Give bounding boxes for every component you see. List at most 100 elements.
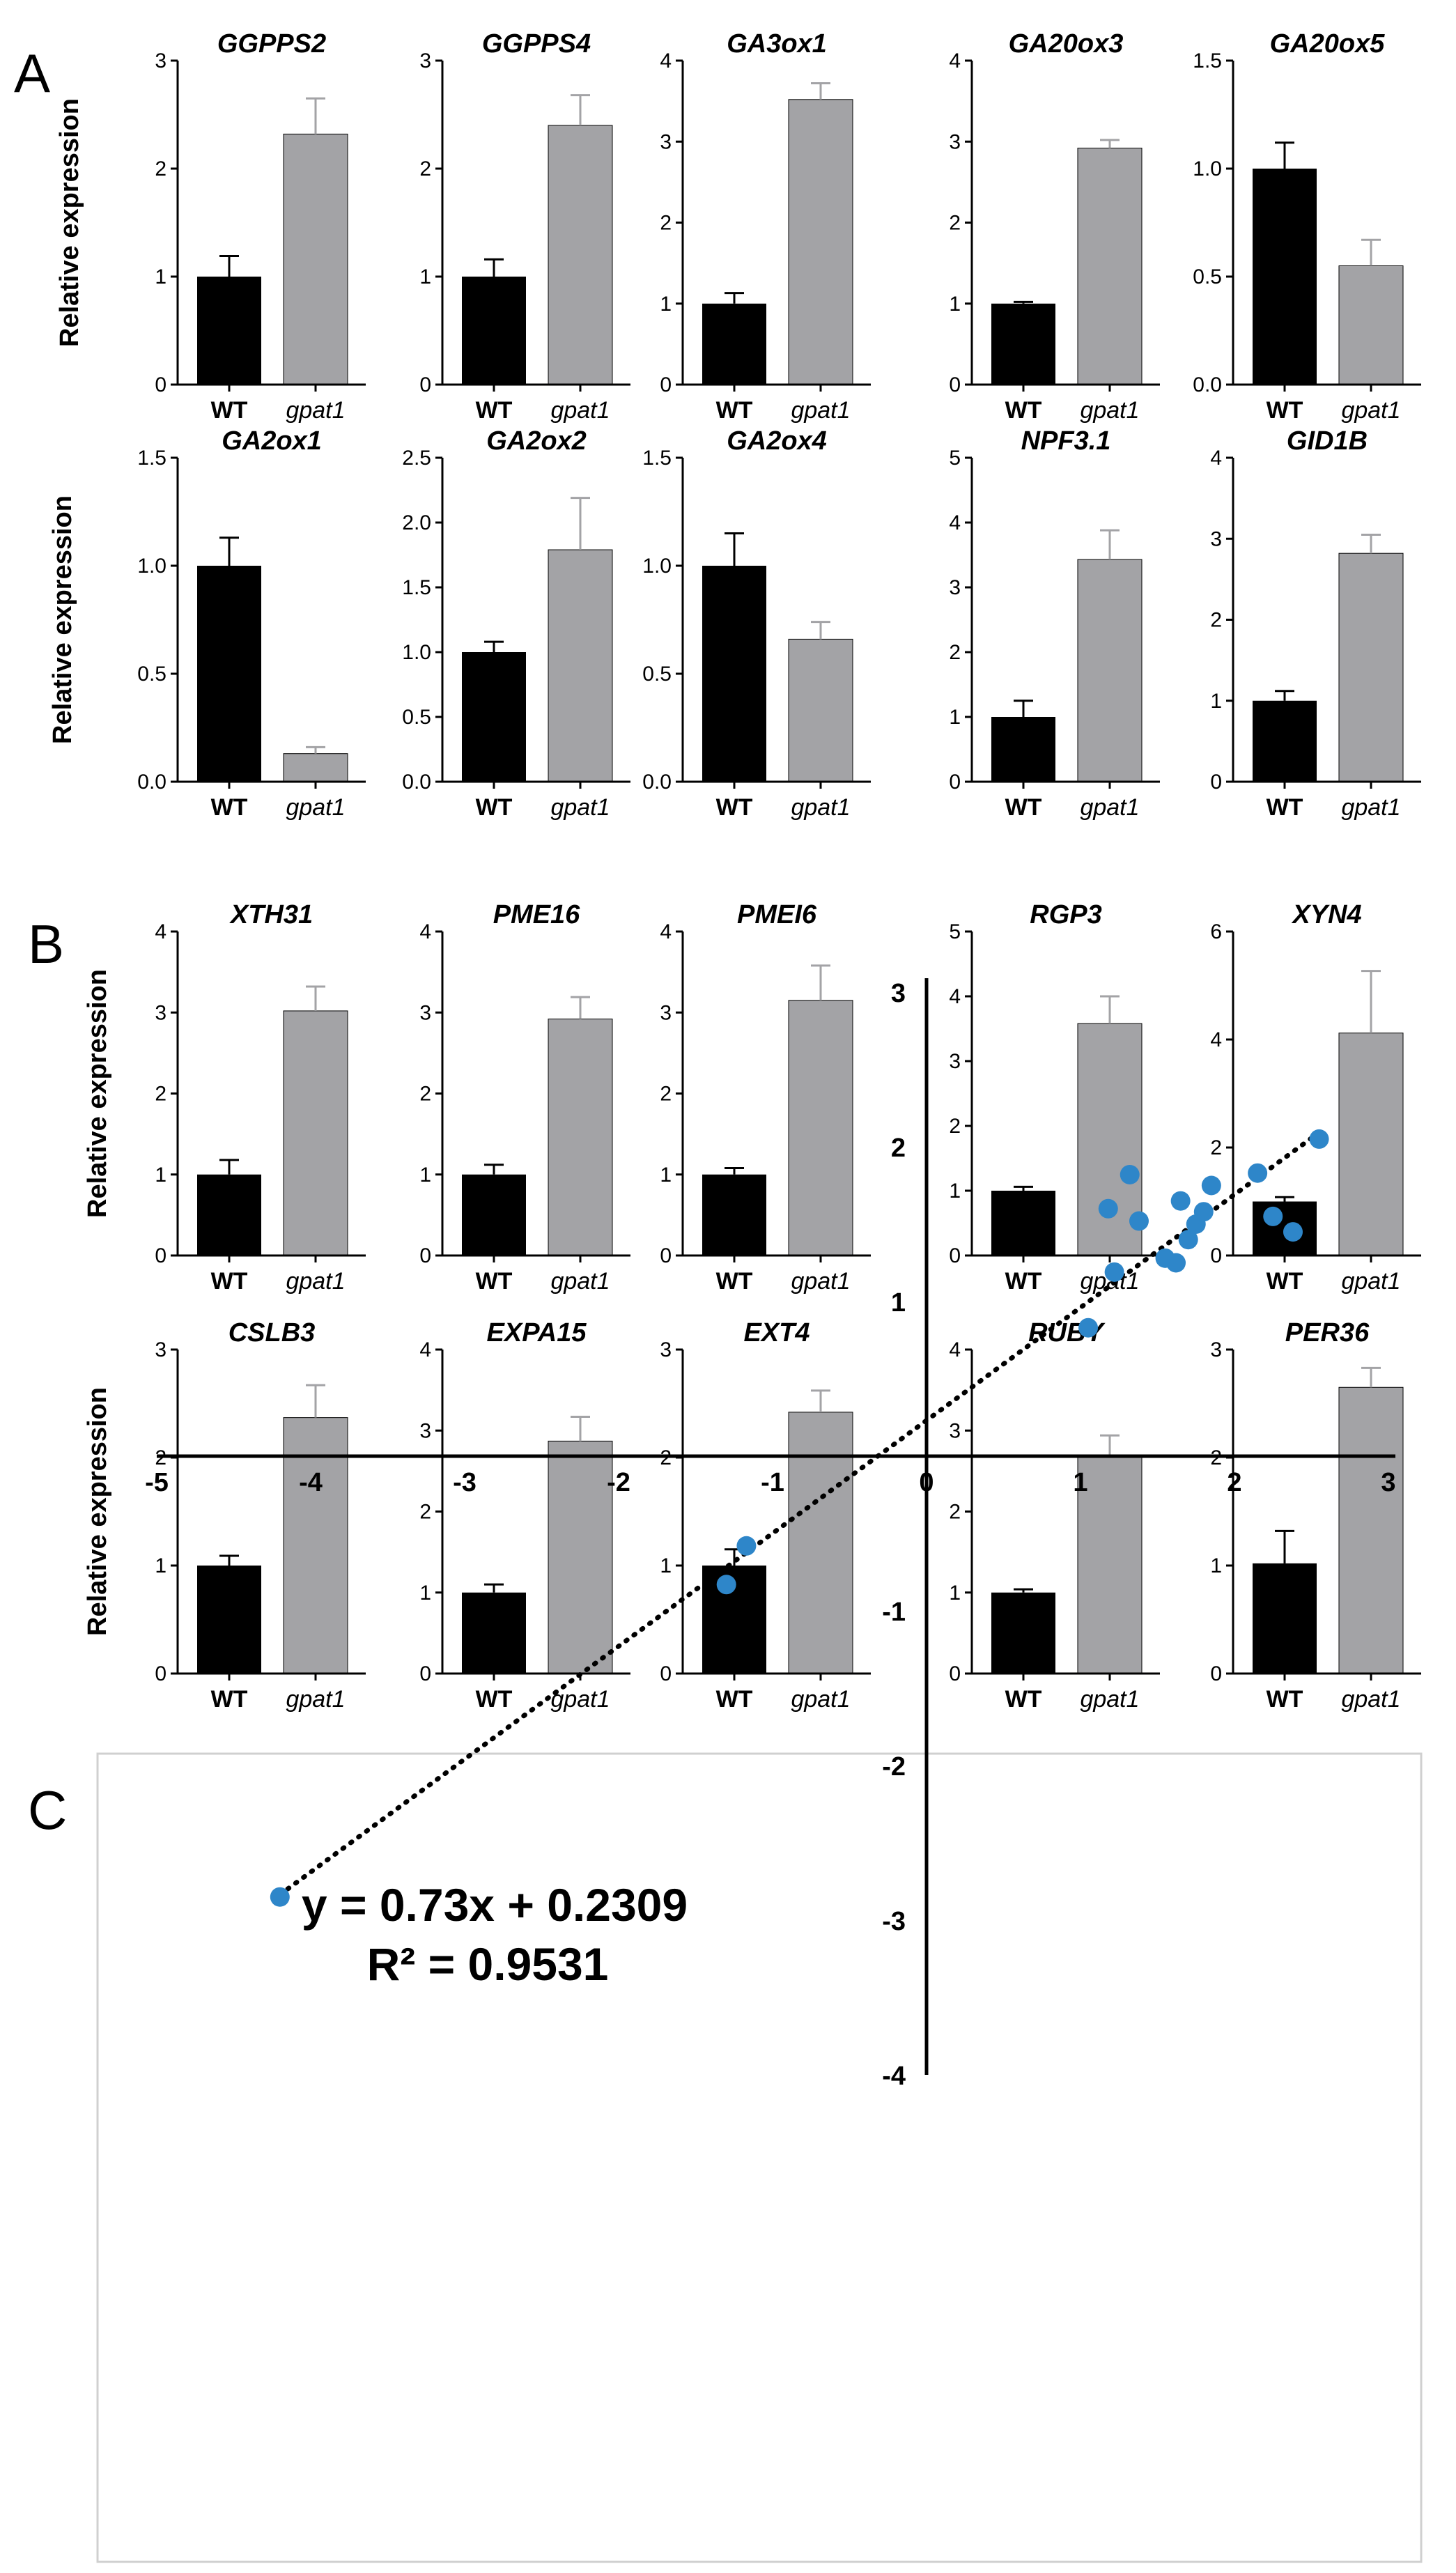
y-tick-label: 0.5 [137,663,166,686]
x-label-gpat1: gpat1 [286,1268,345,1295]
y-tick-label: 0 [155,1244,166,1267]
y-tick-label: 2 [419,157,431,180]
y-tick-label: 0 [660,373,672,396]
y-tick-label: 3 [949,130,961,153]
bar-gpat1 [548,549,613,782]
bar-wt [991,303,1055,385]
y-tick-label: 1 [1210,1554,1222,1577]
x-label-gpat1: gpat1 [1341,794,1400,821]
y-tick-label: 1 [419,265,431,288]
data-point [1178,1230,1198,1250]
y-tick-label: 3 [949,1050,961,1073]
bar-chart-expa15: EXPA15 0 1 2 3 4 WT gpat1 [419,1318,630,1713]
x-label-wt: WT [476,397,513,424]
chart-title: GA20ox5 [1270,29,1386,59]
y-tick-label: 2 [949,212,961,235]
data-point [1248,1163,1268,1183]
y-tick-label: 2 [949,1501,961,1524]
y-tick-label: 1.5 [137,447,166,470]
y-tick-label: 0 [1210,771,1222,794]
y-tick-label: 5 [949,920,961,943]
chart-title: GA3ox1 [727,29,827,59]
panel-b-letter: B [28,913,64,975]
y-tick-label: 4 [949,511,961,534]
x-label-wt: WT [716,1686,753,1713]
data-point [1283,1222,1303,1242]
chart-title: GA2ox4 [727,426,827,456]
bar-wt [462,1174,526,1255]
x-label-wt: WT [1267,397,1303,424]
y-tick-label: 3 [949,576,961,599]
x-label-wt: WT [211,794,248,821]
bar-gpat1 [788,99,853,385]
x-tick-label: 2 [1227,1468,1241,1497]
data-point [1078,1318,1099,1338]
x-label-gpat1: gpat1 [1341,397,1400,424]
y-tick-label: 2.5 [402,447,431,470]
bar-gpat1 [1338,553,1404,782]
bar-wt [197,1174,261,1255]
chart-title: EXPA15 [487,1318,587,1347]
y-tick-label: 4 [419,1338,431,1361]
data-point [1263,1206,1283,1226]
bar-chart-pmei6: PMEI6 0 1 2 3 4 WT gpat1 [660,900,871,1295]
bar-gpat1 [548,125,613,385]
bar-chart-pme16: PME16 0 1 2 3 4 WT gpat1 [419,900,630,1295]
y-tick-label: 3 [891,979,906,1008]
y-tick-label: 2 [891,1134,906,1163]
y-tick-label: 4 [1210,447,1222,470]
y-tick-label: 0.5 [1193,265,1222,288]
y-tick-label: 1 [419,1164,431,1187]
bar-chart-ext4: EXT40123WTgpat1 [660,1318,871,1713]
trendline-equation: y = 0.73x + 0.2309 [302,1879,688,1931]
bar-wt [1253,169,1317,385]
y-axis-label: Relative expression [83,1387,112,1636]
bar-wt [991,717,1055,782]
y-tick-label: 0 [949,771,961,794]
bar-wt [702,1174,766,1255]
y-tick-label: 4 [949,985,961,1008]
x-label-gpat1: gpat1 [1080,1686,1139,1713]
trendline [277,1129,1322,1897]
x-label-gpat1: gpat1 [550,1686,610,1713]
y-tick-label: 3 [660,1338,672,1361]
y-tick-label: 4 [155,920,166,943]
data-point [1193,1202,1214,1222]
x-label-gpat1: gpat1 [791,1268,850,1295]
data-point [1201,1175,1221,1196]
bar-chart-npf3-1: NPF3.1 0 1 2 3 4 5 WT gpat1 [949,426,1160,821]
x-label-wt: WT [1267,794,1303,821]
bar-chart-xth31: XTH31 0 1 2 3 4 WT gpat1 [155,900,366,1295]
y-tick-label: 0.0 [402,771,431,794]
y-tick-label: -1 [882,1598,906,1627]
x-label-wt: WT [476,794,513,821]
x-tick-label: 3 [1381,1468,1395,1497]
x-label-gpat1: gpat1 [1080,794,1139,821]
chart-title: GID1B [1287,426,1368,456]
bar-gpat1 [1338,1033,1404,1256]
y-tick-label: -2 [882,1752,906,1782]
y-axis-label: Relative expression [55,98,84,347]
bar-gpat1 [788,1412,853,1674]
y-tick-label: 3 [419,1001,431,1024]
scatter-plot: -5 -4 -3 -2 -1 0 1 2 3 -4 -3 -2 -1 1 2 3 y = 0.73x + 0.2… [96,978,1423,2563]
y-tick-label: 0.0 [1193,373,1222,396]
y-tick-label: -3 [882,1907,906,1936]
y-tick-label: 1 [949,1582,961,1605]
bar-gpat1 [283,133,348,385]
x-label-wt: WT [211,1686,248,1713]
x-label-wt: WT [476,1268,513,1295]
bar-chart-xyn4: XYN4 0 2 4 6 WT gpat1 [1210,900,1421,1295]
y-tick-label: 1 [1210,690,1222,713]
data-point [1104,1262,1124,1282]
y-tick-label: 2 [1210,609,1222,632]
y-tick-label: 2 [660,212,672,235]
bar-chart-ggpps4: GGPPS4 0 1 2 3 WT gpat1 [419,29,630,424]
y-tick-label: 4 [660,49,672,72]
chart-title: EXT4 [743,1318,810,1347]
x-label-wt: WT [1005,1268,1042,1295]
panel-a-letter: A [14,43,50,104]
x-label-gpat1: gpat1 [286,794,345,821]
y-tick-label: 1 [660,1164,672,1187]
